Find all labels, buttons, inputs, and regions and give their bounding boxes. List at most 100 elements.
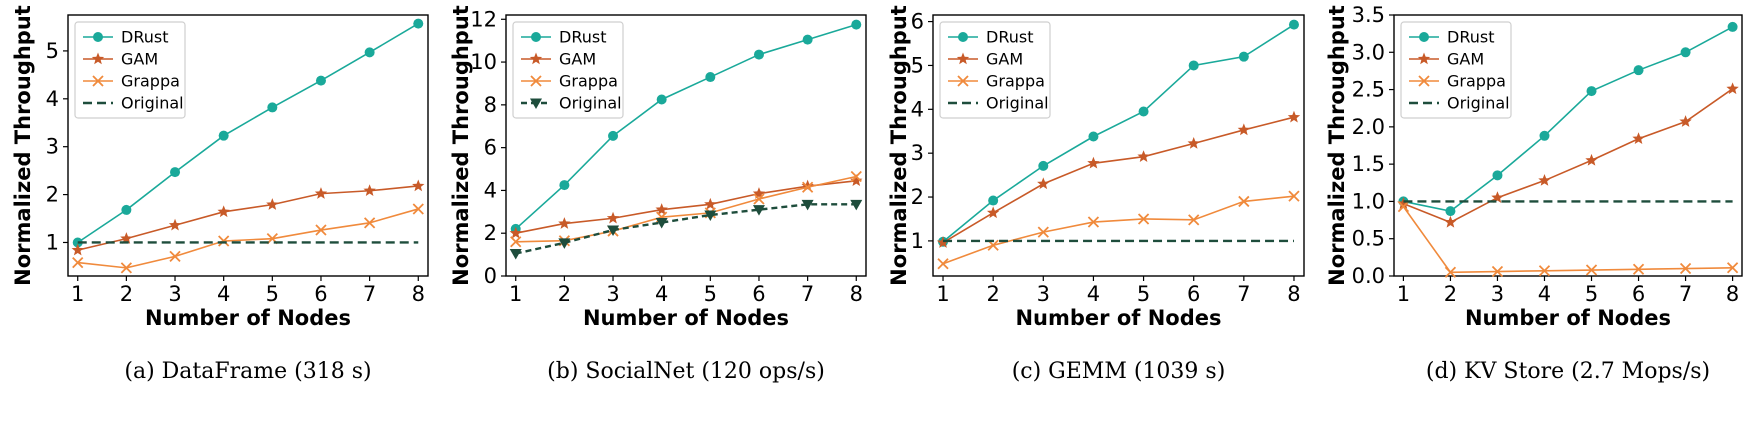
series-line-grappa: [1402, 206, 1733, 274]
series-line-gam: [77, 185, 419, 251]
data-point-drust: [753, 49, 764, 60]
data-point-drust: [267, 102, 278, 113]
data-point-gam: [752, 187, 766, 199]
subfigure-caption: (c) GEMM (1039 s): [1012, 359, 1226, 384]
data-point-gam: [1632, 132, 1645, 145]
series-line-drust: [515, 23, 857, 230]
x-tick-label: 2: [558, 282, 571, 306]
x-tick-label: 3: [1491, 282, 1504, 306]
y-tick-label: 0.5: [1352, 227, 1385, 251]
data-point-gam: [363, 184, 376, 197]
chart-panel-2: 1 2 3 4 5 6 7 8 0 2 4 6 8 10 12 Number of Nodes Normaliz…: [438, 0, 868, 430]
legend-label-original: Original: [559, 94, 622, 113]
legend: DRust GAM Grappa Original: [939, 21, 1051, 119]
y-tick-label: 2: [911, 185, 924, 209]
x-tick-label: 1: [71, 282, 84, 306]
y-tick-label: 3: [46, 135, 59, 159]
data-point-drust: [1188, 60, 1199, 71]
y-tick-label: 8: [484, 93, 497, 117]
data-point-gam: [1037, 177, 1050, 190]
data-point-original: [850, 199, 863, 211]
y-tick-label: 0: [484, 264, 497, 288]
data-point-gam: [1137, 150, 1150, 162]
y-tick-label: 1: [911, 229, 924, 253]
data-point-gam: [120, 232, 133, 244]
series-line-gam: [515, 180, 857, 234]
legend-marker-grappa: [530, 75, 542, 87]
y-axis-title: Normalized Throughput: [887, 5, 911, 286]
series-gam: [71, 179, 425, 256]
y-tick-label: 2: [46, 183, 59, 207]
data-point-drust: [364, 47, 375, 58]
data-point-gam: [1287, 110, 1301, 123]
data-point-drust: [1138, 106, 1149, 117]
legend: DRust GAM Grappa Original: [512, 21, 624, 119]
series-original: [509, 199, 863, 260]
x-tick-label: 5: [1585, 282, 1598, 306]
series-line-drust: [942, 23, 1295, 243]
data-point-gam: [1187, 137, 1200, 149]
legend-marker-gam: [91, 52, 105, 65]
data-point-gam: [412, 179, 425, 192]
data-point-gam: [1237, 123, 1251, 136]
y-tick-label: 5: [46, 39, 59, 63]
data-point-drust: [170, 167, 181, 178]
x-axis-title: Number of Nodes: [583, 306, 789, 330]
data-point-grappa: [1679, 262, 1692, 275]
data-point-grappa: [1288, 190, 1300, 202]
y-tick-label: 4: [46, 87, 59, 111]
x-tick-label: 3: [1037, 282, 1050, 306]
legend-label-drust: DRust: [1447, 28, 1494, 47]
data-point-grappa: [218, 235, 230, 247]
data-point-grappa: [1397, 201, 1410, 213]
series-line-grappa: [515, 175, 857, 243]
subfigure-caption: (b) SocialNet (120 ops/s): [547, 359, 825, 384]
y-tick-label: 3.5: [1352, 3, 1385, 27]
plot-frame: [1393, 14, 1743, 277]
x-tick-label: 3: [606, 282, 619, 306]
data-point-drust: [1238, 51, 1249, 62]
data-point-drust: [1038, 160, 1049, 171]
chart-svg-4: 1 2 3 4 5 6 7 8 0.0 0.5 1.0 1.5 2.0 2.5 3.0 3.5 Number o…: [1325, 3, 1743, 384]
data-point-drust: [1680, 47, 1691, 58]
x-tick-label: 4: [655, 282, 668, 306]
legend-label-gam: GAM: [1447, 50, 1484, 69]
x-tick-label: 6: [314, 282, 327, 306]
data-point-grappa: [1188, 214, 1200, 226]
data-point-gam: [1491, 191, 1504, 203]
data-point-gam: [1087, 156, 1100, 169]
data-point-drust: [1492, 170, 1503, 181]
legend-marker-drust: [531, 32, 541, 42]
legend-label-grappa: Grappa: [121, 72, 180, 91]
x-axis-title: Number of Nodes: [145, 306, 351, 330]
x-tick-label: 6: [752, 282, 765, 306]
x-tick-label: 8: [850, 282, 863, 306]
data-point-gam: [71, 243, 84, 256]
chart-panel-4: 1 2 3 4 5 6 7 8 0.0 0.5 1.0 1.5 2.0 2.5 3.0 3.5 Number o…: [1314, 0, 1744, 430]
legend-label-gam: GAM: [121, 50, 158, 69]
series-line-original: [515, 203, 857, 255]
data-point-drust: [851, 19, 862, 30]
legend-marker-grappa: [957, 75, 969, 87]
series-gam: [936, 110, 1301, 248]
legend-label-drust: DRust: [121, 28, 168, 47]
plot-frame: [932, 14, 1305, 277]
data-point-gam: [986, 206, 1000, 219]
data-point-gam: [558, 217, 571, 229]
data-point-drust: [988, 195, 999, 206]
data-point-drust: [1288, 19, 1299, 30]
data-point-original: [704, 210, 717, 222]
y-tick-label: 12: [470, 7, 497, 31]
data-point-drust: [72, 237, 83, 248]
legend-label-gam: GAM: [986, 50, 1023, 69]
data-point-gam: [1679, 115, 1692, 127]
data-point-drust: [559, 180, 570, 191]
x-tick-label: 7: [1679, 282, 1692, 306]
y-axis-title: Normalized Throughput: [449, 5, 473, 286]
data-point-grappa: [1238, 195, 1250, 208]
legend-marker-drust: [1419, 32, 1429, 42]
data-point-original: [655, 218, 668, 229]
x-tick-label: 8: [412, 282, 425, 306]
x-tick-label: 2: [986, 282, 999, 306]
data-point-grappa: [315, 224, 327, 236]
